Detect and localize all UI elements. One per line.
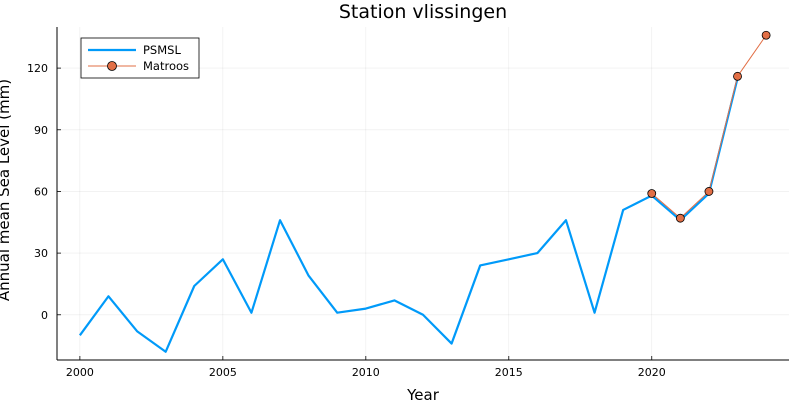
y-tick-label: 60 xyxy=(34,185,48,198)
series xyxy=(78,30,771,353)
x-tick-label: 2020 xyxy=(638,366,666,379)
series-psmsl xyxy=(78,78,739,353)
x-tick-label: 2015 xyxy=(495,366,523,379)
data-point xyxy=(761,30,771,40)
y-axis-label: Annual mean Sea Level (mm) xyxy=(0,79,13,301)
y-tick-label: 90 xyxy=(34,124,48,137)
legend-label: PSMSL xyxy=(143,43,181,57)
series-line xyxy=(78,78,739,353)
data-point xyxy=(733,71,742,81)
y-tick-label: 0 xyxy=(41,309,48,322)
legend-marker xyxy=(107,61,117,71)
legend: PSMSL Matroos xyxy=(80,37,200,79)
y-tick-label: 120 xyxy=(27,62,48,75)
data-point xyxy=(647,189,657,198)
x-tick-label: 2000 xyxy=(66,366,94,379)
series-matroos xyxy=(647,30,771,223)
data-point xyxy=(704,187,714,196)
chart-title: Station vlissingen xyxy=(339,1,507,23)
x-axis-label: Year xyxy=(406,386,440,400)
y-ticks: 0 30 60 90 120 xyxy=(27,62,61,322)
x-ticks: 2000 2005 2010 2015 2020 xyxy=(66,356,666,379)
axes xyxy=(56,27,789,361)
legend-box xyxy=(80,37,200,79)
y-tick-label: 30 xyxy=(34,247,48,260)
data-point xyxy=(675,213,685,223)
x-tick-label: 2010 xyxy=(352,366,380,379)
legend-label: Matroos xyxy=(143,59,189,73)
x-tick-label: 2005 xyxy=(209,366,237,379)
